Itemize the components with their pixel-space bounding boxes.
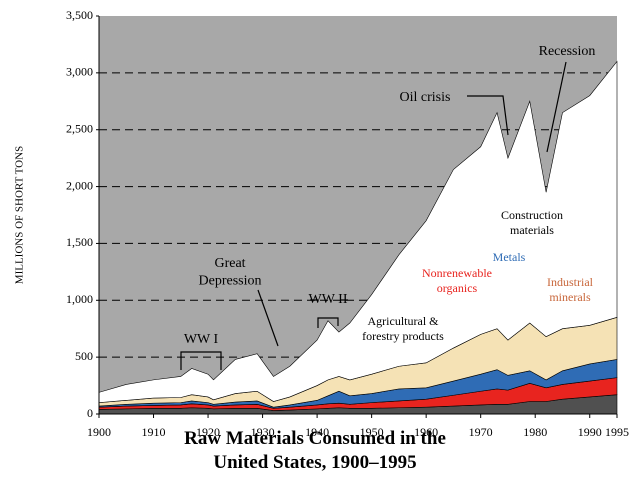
x-tick-label: 1940 <box>305 425 329 439</box>
x-tick-label: 1920 <box>196 425 220 439</box>
annotation: WW I <box>184 332 219 347</box>
x-tick-label: 1930 <box>251 425 275 439</box>
series-label: Metals <box>493 250 526 264</box>
x-tick-label: 1910 <box>142 425 166 439</box>
x-tick-label: 1980 <box>523 425 547 439</box>
x-tick-label: 1990 <box>578 425 602 439</box>
series-label: Industrial minerals <box>547 275 594 304</box>
series-label: Agricultural & forestry products <box>362 314 444 343</box>
annotation: Great Depression <box>199 256 262 289</box>
y-tick-label: 3,000 <box>66 65 93 79</box>
annotation: Recession <box>539 44 596 59</box>
leader-line <box>467 95 509 136</box>
y-tick-label: 500 <box>75 349 93 363</box>
leader-line <box>180 351 222 370</box>
leader-line <box>310 299 348 328</box>
y-tick-label: 1,000 <box>66 292 93 306</box>
y-axis-label: MILLIONS OF SHORT TONS <box>14 146 26 284</box>
series-label: Nonrenewable organics <box>422 266 492 295</box>
x-tick-label: 1970 <box>469 425 493 439</box>
x-tick-label: 1960 <box>414 425 438 439</box>
series-label: Construction materials <box>501 208 563 237</box>
x-tick-label: 1950 <box>360 425 384 439</box>
x-tick-label: 1900 <box>87 425 111 439</box>
y-tick-label: 2,000 <box>66 178 93 192</box>
y-tick-label: 0 <box>87 406 93 420</box>
annotation: Oil crisis <box>400 90 451 105</box>
y-tick-label: 1,500 <box>66 235 93 249</box>
annotation: WW II <box>309 292 348 307</box>
leader-line <box>257 289 279 347</box>
x-tick-label: 1995 <box>605 425 629 439</box>
y-tick-label: 3,500 <box>66 8 93 22</box>
chart-title: Raw Materials Consumed in the United Stat… <box>184 428 446 473</box>
y-tick-label: 2,500 <box>66 121 93 135</box>
area <box>98 60 618 403</box>
leader-line <box>546 61 567 153</box>
